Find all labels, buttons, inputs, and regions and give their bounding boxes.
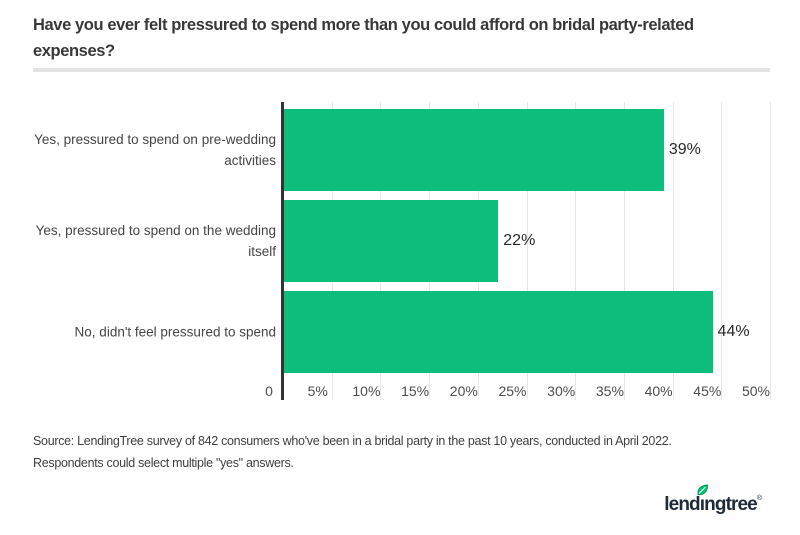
bar <box>284 109 664 191</box>
x-tick-label: 5% <box>307 383 328 399</box>
category-label-line: No, didn't feel pressured to spend <box>74 324 276 340</box>
bar-value-label: 44% <box>717 323 750 340</box>
logo-text-part-1: lend <box>664 494 700 515</box>
logo-text-part-2: ngtree <box>704 494 758 515</box>
category-label-line: Yes, pressured to spend on pre-wedding <box>34 132 276 147</box>
title-divider <box>33 68 770 72</box>
category-axis-labels: Yes, pressured to spend on pre-wedding ac… <box>20 0 276 535</box>
gridline <box>623 102 625 400</box>
category-label: No, didn't feel pressured to spend <box>20 322 276 343</box>
y-axis-line <box>281 102 284 400</box>
bar <box>284 291 713 373</box>
category-label-line: Yes, pressured to spend on the wedding <box>35 223 276 238</box>
leaf-icon <box>697 484 708 496</box>
x-tick-label: 15% <box>401 383 430 399</box>
bar-value-label: 22% <box>503 232 536 249</box>
chart-title-line-2: expenses? <box>33 42 115 60</box>
x-tick-label: 10% <box>352 383 381 399</box>
gridline <box>575 102 577 400</box>
x-tick-label: 35% <box>595 383 624 399</box>
x-tick-label: 20% <box>449 383 478 399</box>
bar-value-label: 39% <box>668 141 701 158</box>
chart-title: Have you ever felt pressured to spend mo… <box>33 12 793 64</box>
category-label-line: activities <box>224 153 276 168</box>
x-tick-label: 30% <box>547 383 576 399</box>
x-tick-label: 50% <box>741 383 771 399</box>
lendingtree-logo: lendı ngtree® <box>664 484 762 516</box>
gridline <box>526 102 528 400</box>
x-tick-label: 45% <box>693 383 722 399</box>
registered-mark: ® <box>756 495 762 502</box>
source-note-line-2: Respondents could select multiple "yes" … <box>33 456 294 470</box>
x-tick-label: 25% <box>498 383 527 399</box>
logo-letter-i: ı <box>697 484 708 516</box>
plot-area: 0 5% 10% 15% 20% 25% 30% 35% 40% 45% 50% 39% 22% 44% <box>265 102 775 400</box>
bar <box>284 200 499 282</box>
x-tick-label: 40% <box>644 383 673 399</box>
gridline <box>672 102 674 400</box>
gridline <box>770 102 771 400</box>
source-note-line-1: Source: LendingTree survey of 842 consum… <box>33 434 672 448</box>
chart-title-line-1: Have you ever felt pressured to spend mo… <box>33 16 694 34</box>
source-note: Source: LendingTree survey of 842 consum… <box>33 430 672 474</box>
x-tick-label: 0 <box>265 383 273 399</box>
category-label-line: itself <box>248 244 276 259</box>
category-label: Yes, pressured to spend on the wedding it… <box>20 220 276 262</box>
category-label: Yes, pressured to spend on pre-wedding ac… <box>20 129 276 171</box>
gridline <box>721 102 723 400</box>
